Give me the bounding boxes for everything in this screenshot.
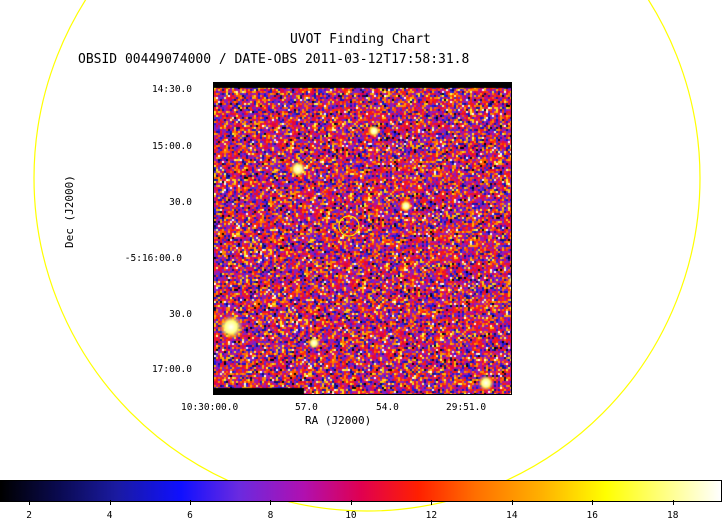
colorbar-tick [511, 500, 513, 505]
image-panel[interactable] [213, 82, 512, 395]
colorbar-label: 4 [106, 510, 113, 521]
y-axis-label: Dec (J2000) [63, 175, 76, 248]
colorbar-tick [109, 500, 111, 505]
colorbar-label: 10 [345, 510, 357, 521]
y-tick-label: 15:00.0 [151, 141, 192, 152]
colorbar-label: 14 [506, 510, 518, 521]
y-tick-label: 30.0 [169, 197, 192, 208]
colorbar-tick [672, 500, 674, 505]
target-marker-layer [338, 215, 360, 237]
colorbar-label: 2 [26, 510, 33, 521]
x-tick-label: 10:30:00.0 [181, 402, 239, 413]
colorbar-tick [270, 500, 272, 505]
x-axis-label: RA (J2000) [305, 414, 372, 427]
uvot-image[interactable] [214, 83, 511, 394]
colorbar-label: 12 [425, 510, 438, 521]
colorbar-label: 8 [267, 510, 274, 521]
chart-subtitle: OBSID 00449074000 / DATE-OBS 2011-03-12T… [78, 52, 470, 67]
colorbar-tick [350, 500, 352, 505]
colorbar-tick [592, 500, 594, 505]
colorbar-label: 16 [586, 510, 598, 521]
x-tick-label: 57.0 [295, 402, 318, 413]
colorbar-label: 6 [187, 510, 193, 521]
y-tick-label: 14:30.0 [151, 84, 192, 95]
colorbar-tick [29, 500, 31, 505]
y-tick-label: -5:16:00.0 [124, 253, 182, 264]
colorbar-label: 18 [666, 510, 679, 521]
chart-title: UVOT Finding Chart [290, 32, 431, 47]
x-tick-label: 54.0 [376, 402, 399, 413]
colorbar-tick [190, 500, 192, 505]
y-tick-label: 17:00.0 [151, 364, 192, 375]
colorbar [0, 480, 722, 502]
colorbar-tick [431, 500, 433, 505]
x-tick-label: 29:51.0 [446, 402, 487, 413]
target-circle [338, 215, 360, 237]
y-tick-label: 30.0 [169, 309, 192, 320]
